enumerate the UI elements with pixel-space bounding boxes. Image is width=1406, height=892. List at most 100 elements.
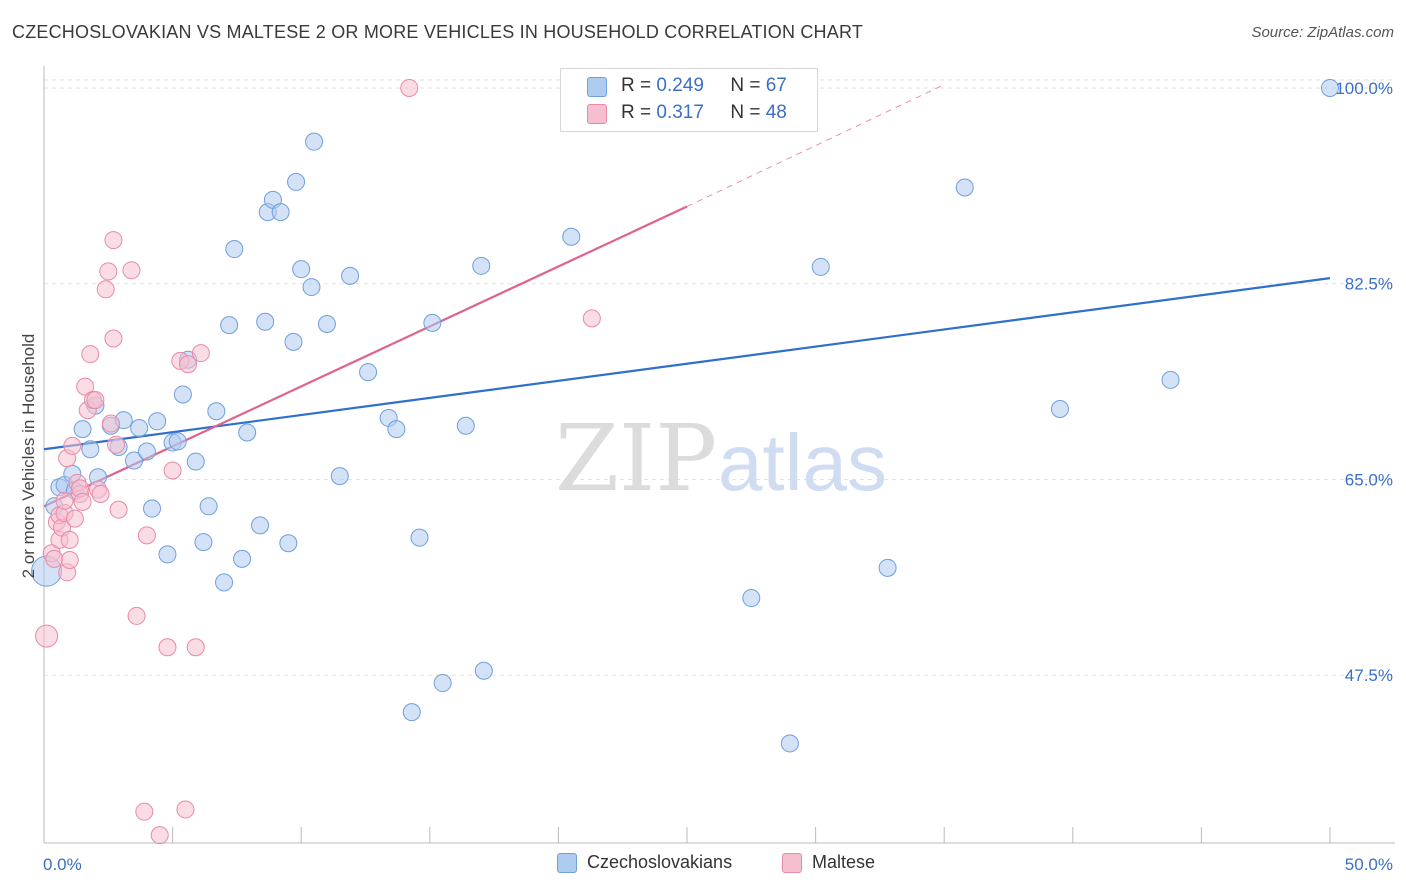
data-point-czechoslovakian (284, 332, 303, 351)
data-point-maltese (73, 492, 92, 511)
data-point-maltese (163, 461, 182, 480)
data-point-czechoslovakian (125, 451, 144, 470)
legend-n-label: N = (730, 102, 761, 123)
data-point-czechoslovakian (73, 420, 92, 439)
data-point-czechoslovakian (279, 534, 298, 553)
data-point-maltese (137, 526, 156, 545)
legend-r-value: 0.249 (656, 75, 704, 96)
data-point-maltese (45, 549, 64, 568)
data-point-maltese (96, 280, 115, 299)
data-point-czechoslovakian (562, 227, 581, 246)
y-tick-label: 47.5% (1345, 666, 1393, 685)
data-point-maltese (109, 500, 128, 519)
data-point-czechoslovakian (387, 420, 406, 439)
data-point-maltese (101, 414, 120, 433)
data-point-czechoslovakian (1050, 399, 1069, 418)
data-point-czechoslovakian (359, 363, 378, 382)
watermark-zip: ZIP (555, 405, 717, 512)
data-point-czechoslovakian (186, 452, 205, 471)
data-point-maltese (91, 485, 110, 504)
data-point-czechoslovakian (81, 440, 100, 459)
data-point-maltese (122, 261, 141, 280)
data-point-maltese (55, 491, 74, 510)
data-point-maltese (104, 329, 123, 348)
data-point-czechoslovakian (271, 203, 290, 222)
data-point-maltese (76, 377, 95, 396)
bottom-legend-label: Maltese (812, 852, 876, 872)
bottom-legend-swatch-blue (557, 853, 577, 873)
trend-line-czechoslovakians (43, 277, 1331, 451)
data-point-czechoslovakian (207, 402, 226, 421)
data-point-czechoslovakian (1161, 370, 1180, 389)
data-point-maltese (191, 344, 210, 363)
data-point-czechoslovakian (199, 497, 218, 516)
bottom-legend-swatch-pink (782, 853, 802, 873)
data-point-maltese (186, 638, 205, 657)
data-point-czechoslovakian (780, 734, 799, 753)
data-point-czechoslovakian (143, 499, 162, 518)
legend-swatch-pink (587, 104, 607, 124)
y-tick-label: 65.0% (1345, 470, 1393, 489)
data-point-czechoslovakian (137, 442, 156, 461)
data-point-czechoslovakian (341, 266, 360, 285)
data-point-czechoslovakian (130, 419, 149, 438)
y-axis-label: 2 or more Vehicles in Household (19, 334, 38, 579)
data-point-czechoslovakian (402, 703, 421, 722)
data-point-czechoslovakian (238, 423, 257, 442)
data-point-czechoslovakian (173, 385, 192, 404)
data-point-maltese (176, 800, 195, 819)
x-tick-label-max: 50.0% (1345, 855, 1393, 874)
data-point-czechoslovakian (472, 256, 491, 275)
data-point-czechoslovakian (878, 558, 897, 577)
legend-n-label: N = (730, 75, 761, 96)
data-point-maltese (150, 826, 169, 845)
legend-n-value: 67 (765, 75, 787, 96)
data-point-maltese (60, 530, 79, 549)
data-point-maltese (400, 78, 419, 97)
data-point-czechoslovakian (225, 240, 244, 259)
data-point-czechoslovakian (148, 412, 167, 431)
data-point-czechoslovakian (456, 416, 475, 435)
axes (43, 66, 1395, 844)
watermark: ZIP atlas (555, 405, 887, 512)
data-point-czechoslovakian (158, 545, 177, 564)
watermark-atlas: atlas (718, 418, 887, 507)
data-point-czechoslovakian (305, 132, 324, 151)
data-point-czechoslovakian (474, 661, 493, 680)
data-point-maltese (107, 435, 126, 454)
data-point-czechoslovakian (251, 516, 270, 535)
data-point-maltese (127, 606, 146, 625)
legend: R = 0.249 N = 67 R = 0.317 N = 48 (560, 68, 818, 132)
chart-title: CZECHOSLOVAKIAN VS MALTESE 2 OR MORE VEH… (12, 22, 864, 42)
x-tick-label-min: 0.0% (43, 855, 82, 874)
data-point-maltese (35, 624, 59, 648)
data-point-czechoslovakian (317, 314, 336, 333)
legend-r-value: 0.317 (656, 102, 704, 123)
source-label: Source: ZipAtlas.com (1251, 24, 1394, 41)
legend-r-label: R = (621, 75, 652, 96)
data-point-czechoslovakian (1321, 78, 1339, 97)
bottom-legend-label: Czechoslovakians (587, 852, 733, 872)
data-point-czechoslovakian (330, 467, 349, 486)
data-point-maltese (158, 638, 177, 657)
data-point-maltese (60, 551, 79, 570)
data-point-maltese (63, 436, 82, 455)
legend-n-value: 48 (765, 102, 787, 123)
legend-swatch-blue (587, 77, 607, 97)
maltese-points (35, 78, 601, 845)
grid (44, 79, 1395, 676)
data-point-czechoslovakian (811, 257, 830, 276)
data-point-czechoslovakian (423, 313, 442, 332)
y-tick-label: 82.5% (1345, 275, 1393, 294)
data-point-maltese (65, 509, 84, 528)
data-point-czechoslovakian (410, 528, 429, 547)
data-point-czechoslovakian (220, 316, 239, 335)
data-point-czechoslovakian (287, 172, 306, 191)
data-point-czechoslovakian (292, 260, 311, 279)
data-point-czechoslovakian (194, 533, 213, 552)
y-tick-label: 100.0% (1335, 79, 1393, 98)
data-point-czechoslovakian (168, 432, 187, 451)
data-point-maltese (99, 262, 118, 281)
data-point-maltese (104, 231, 123, 250)
